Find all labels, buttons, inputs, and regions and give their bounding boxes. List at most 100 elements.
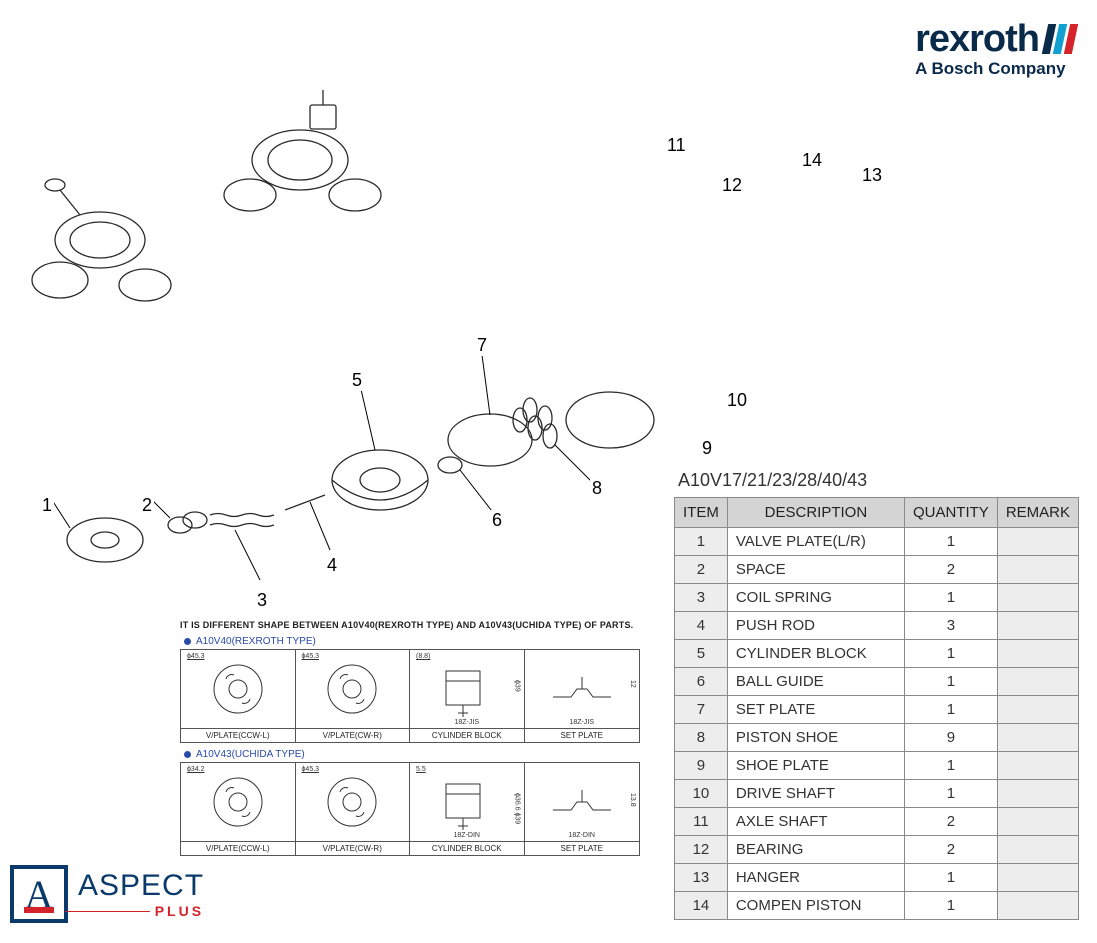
- cell-remark: [997, 752, 1078, 780]
- col-desc: DESCRIPTION: [727, 498, 904, 528]
- cell-desc: HANGER: [727, 864, 904, 892]
- parts-table: ITEM DESCRIPTION QUANTITY REMARK 1VALVE …: [674, 497, 1079, 920]
- cell-extra-dim: 18Z-DIN: [454, 832, 480, 839]
- cell-desc: SPACE: [727, 556, 904, 584]
- cell-desc: AXLE SHAFT: [727, 808, 904, 836]
- cell-qty: 2: [904, 808, 997, 836]
- cell-desc: PISTON SHOE: [727, 724, 904, 752]
- cell-dim: ϕ45.3: [302, 653, 320, 660]
- cell-qty: 1: [904, 696, 997, 724]
- callout-5: 5: [350, 370, 364, 391]
- table-row: 3COIL SPRING1: [675, 584, 1079, 612]
- cell-qty: 9: [904, 724, 997, 752]
- callout-13: 13: [860, 165, 884, 186]
- type-label: A10V40(REXROTH TYPE): [184, 636, 640, 647]
- callout-3: 3: [255, 590, 269, 611]
- cell-item: 1: [675, 528, 728, 556]
- diagram-svg: [10, 70, 680, 590]
- cell-desc: BALL GUIDE: [727, 668, 904, 696]
- cell-caption: SET PLATE: [525, 841, 640, 853]
- callout-2: 2: [140, 495, 154, 516]
- col-item: ITEM: [675, 498, 728, 528]
- cell-dim: ϕ45.3: [302, 766, 320, 773]
- table-row: 2SPACE2: [675, 556, 1079, 584]
- cell-remark: [997, 584, 1078, 612]
- callout-8: 8: [590, 478, 604, 499]
- cell-qty: 1: [904, 584, 997, 612]
- cell-item: 2: [675, 556, 728, 584]
- cell-caption: CYLINDER BLOCK: [410, 841, 524, 853]
- type-cell: ϕ45.3V/PLATE(CW-R): [296, 763, 411, 855]
- cell-remark: [997, 780, 1078, 808]
- type-cell: ϕ34.2V/PLATE(CCW-L): [181, 763, 296, 855]
- callout-14: 14: [800, 150, 824, 171]
- cell-desc: VALVE PLATE(L/R): [727, 528, 904, 556]
- rexroth-logo: rexroth A Bosch Company: [915, 18, 1075, 79]
- cell-desc: CYLINDER BLOCK: [727, 640, 904, 668]
- type-cell: ϕ45.3V/PLATE(CCW-L): [181, 650, 296, 742]
- cell-qty: 1: [904, 780, 997, 808]
- cell-remark: [997, 724, 1078, 752]
- cell-item: 11: [675, 808, 728, 836]
- comparison-headline: IT IS DIFFERENT SHAPE BETWEEN A10V40(REX…: [180, 620, 640, 630]
- parts-table-title: A10V17/21/23/28/40/43: [674, 470, 1079, 491]
- table-row: 10DRIVE SHAFT1: [675, 780, 1079, 808]
- cell-sketch: [525, 650, 640, 728]
- cell-sketch: [296, 763, 410, 841]
- col-remark: REMARK: [997, 498, 1078, 528]
- table-row: 9SHOE PLATE1: [675, 752, 1079, 780]
- cell-caption: V/PLATE(CW-R): [296, 728, 410, 740]
- cell-remark: [997, 640, 1078, 668]
- type-cell: 5.5 18Z-DIN ϕ36.6 ϕ39 CYLINDER BLOCK: [410, 763, 525, 855]
- callout-4: 4: [325, 555, 339, 576]
- col-qty: QUANTITY: [904, 498, 997, 528]
- table-row: 11AXLE SHAFT2: [675, 808, 1079, 836]
- cell-qty: 1: [904, 668, 997, 696]
- cell-caption: CYLINDER BLOCK: [410, 728, 524, 740]
- type-comparison: IT IS DIFFERENT SHAPE BETWEEN A10V40(REX…: [180, 620, 640, 856]
- cell-dim: ϕ45.3: [187, 653, 205, 660]
- cell-item: 14: [675, 892, 728, 920]
- callout-1: 1: [40, 495, 54, 516]
- cell-item: 4: [675, 612, 728, 640]
- type-block: A10V40(REXROTH TYPE)ϕ45.3V/PLATE(CCW-L)ϕ…: [180, 636, 640, 743]
- cell-remark: [997, 612, 1078, 640]
- cell-qty: 3: [904, 612, 997, 640]
- cell-qty: 1: [904, 640, 997, 668]
- cell-sketch: [296, 650, 410, 728]
- type-block: A10V43(UCHIDA TYPE)ϕ34.2V/PLATE(CCW-L)ϕ4…: [180, 749, 640, 856]
- type-cell: 18Z-JIS12SET PLATE: [525, 650, 640, 742]
- cell-sketch: [410, 763, 524, 841]
- type-cell: ϕ45.3 V/PLATE(CW-R): [296, 650, 411, 742]
- cell-item: 10: [675, 780, 728, 808]
- aspect-main-text: ASPECT: [78, 869, 204, 903]
- table-row: 4PUSH ROD3: [675, 612, 1079, 640]
- cell-qty: 2: [904, 556, 997, 584]
- cell-sketch: [181, 650, 295, 728]
- rexroth-tagline: A Bosch Company: [915, 59, 1075, 79]
- callout-10: 10: [725, 390, 749, 411]
- cell-qty: 1: [904, 892, 997, 920]
- parts-table-header-row: ITEM DESCRIPTION QUANTITY REMARK: [675, 498, 1079, 528]
- cell-caption: SET PLATE: [525, 728, 640, 740]
- cell-sketch: [410, 650, 524, 728]
- table-row: 6BALL GUIDE1: [675, 668, 1079, 696]
- type-blocks: A10V40(REXROTH TYPE)ϕ45.3V/PLATE(CCW-L)ϕ…: [180, 636, 640, 856]
- type-cell: 18Z-DIN13.8SET PLATE: [525, 763, 640, 855]
- type-row: ϕ45.3V/PLATE(CCW-L)ϕ45.3V/PLATE(CW-R)(8.…: [180, 649, 640, 743]
- cell-desc: COIL SPRING: [727, 584, 904, 612]
- parts-table-wrap: A10V17/21/23/28/40/43 ITEM DESCRIPTION Q…: [674, 470, 1079, 920]
- aspect-plus-text: PLUS: [155, 903, 204, 919]
- table-row: 1VALVE PLATE(L/R)1: [675, 528, 1079, 556]
- cell-remark: [997, 528, 1078, 556]
- cell-desc: PUSH ROD: [727, 612, 904, 640]
- cell-qty: 2: [904, 836, 997, 864]
- exploded-diagram: [10, 70, 680, 590]
- cell-remark: [997, 668, 1078, 696]
- cell-remark: [997, 836, 1078, 864]
- cell-item: 12: [675, 836, 728, 864]
- cell-side-dim: ϕ36.6 ϕ39: [514, 793, 521, 824]
- cell-item: 5: [675, 640, 728, 668]
- cell-dim: 5.5: [416, 766, 426, 773]
- cell-caption: V/PLATE(CCW-L): [181, 841, 295, 853]
